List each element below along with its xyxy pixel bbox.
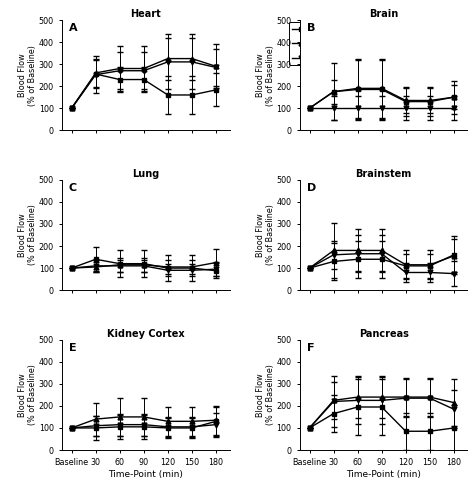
Text: F: F [306, 343, 314, 353]
Y-axis label: Blood Flow
(% of Baseline): Blood Flow (% of Baseline) [18, 364, 37, 426]
Legend: Pentaspan, Hemolink$^{TM}$-1, Hemolink$^{TM}$-2: Pentaspan, Hemolink$^{TM}$-1, Hemolink$^… [288, 22, 367, 66]
Y-axis label: Blood Flow
(% of Baseline): Blood Flow (% of Baseline) [255, 204, 275, 266]
Text: C: C [69, 183, 77, 193]
Title: Lung: Lung [132, 169, 159, 179]
Text: B: B [306, 24, 314, 34]
Text: A: A [69, 24, 77, 34]
Title: Brain: Brain [368, 9, 397, 19]
Y-axis label: Blood Flow
(% of Baseline): Blood Flow (% of Baseline) [255, 44, 275, 106]
Title: Pancreas: Pancreas [358, 329, 408, 339]
Y-axis label: Blood Flow
(% of Baseline): Blood Flow (% of Baseline) [255, 364, 275, 426]
Y-axis label: Blood Flow
(% of Baseline): Blood Flow (% of Baseline) [18, 204, 37, 266]
Text: E: E [69, 343, 76, 353]
Title: Heart: Heart [130, 9, 161, 19]
Text: D: D [306, 183, 315, 193]
X-axis label: Time-Point (min): Time-Point (min) [108, 470, 183, 479]
X-axis label: Time-Point (min): Time-Point (min) [346, 470, 420, 479]
Title: Brainstem: Brainstem [355, 169, 411, 179]
Y-axis label: Blood Flow
(% of Baseline): Blood Flow (% of Baseline) [18, 44, 37, 106]
Title: Kidney Cortex: Kidney Cortex [107, 329, 184, 339]
